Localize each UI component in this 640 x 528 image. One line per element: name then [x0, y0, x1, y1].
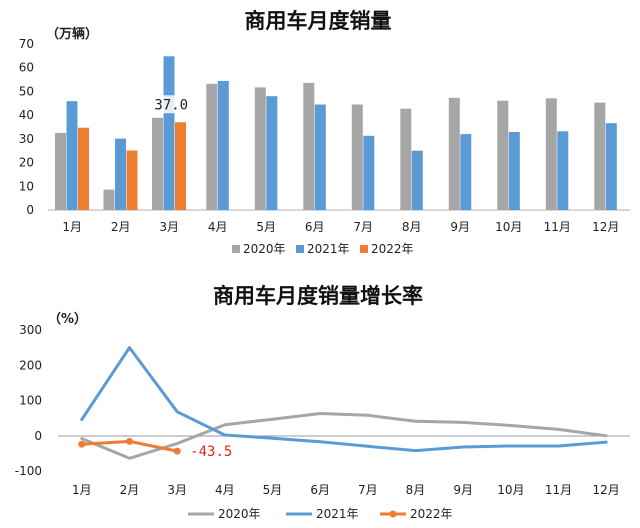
bar-2021-6: [314, 104, 326, 210]
bar-2021-3: [163, 56, 175, 210]
bar-2021-10: [508, 132, 520, 210]
bar-y-tick: 30: [19, 132, 34, 146]
bar-x-tick: 5月: [256, 220, 276, 234]
line-x-tick: 7月: [358, 483, 378, 497]
line-y-tick: -100: [15, 464, 42, 478]
bar-2022-1: [78, 127, 89, 210]
line-chart-ylabel: （%）: [48, 311, 87, 327]
bar-chart: 商用车月度销量 （万辆） 0 10 20 30 40 50 60 70 1月 2月 3月 4月 5月 6…: [19, 9, 630, 256]
bar-2020-2: [103, 189, 115, 210]
line-point-2022-2: [126, 437, 133, 445]
line-series-2021: [80, 346, 608, 453]
line-x-tick: 8月: [406, 483, 426, 497]
bar-x-tick: 12月: [592, 220, 619, 234]
bar-2022-2: [126, 150, 138, 210]
bar-2021-1: [66, 101, 78, 210]
bar-legend-label: 2022年: [371, 242, 414, 256]
bar-2021-7: [363, 135, 375, 210]
line-marks: [78, 346, 608, 460]
bar-2021-5: [266, 96, 278, 210]
line-chart-title: 商用车月度销量增长率: [213, 284, 423, 308]
bar-legend-label: 2020年: [243, 242, 286, 256]
line-x-tick: 4月: [215, 483, 235, 497]
bar-y-tick: 40: [19, 108, 34, 122]
line-x-tick: 10月: [497, 483, 524, 497]
line-legend: 2020年 2021年 2022年: [188, 507, 453, 521]
line-point-2022-3: [173, 447, 181, 455]
bar-2021-9: [460, 134, 472, 210]
bar-data-label: 37.0: [154, 97, 188, 113]
bar-2020-11: [545, 98, 557, 210]
bar-y-tick: 60: [19, 61, 34, 75]
bar-x-tick: 6月: [305, 220, 325, 234]
bar-x-tick: 7月: [353, 220, 373, 234]
line-data-labels: -43.5: [190, 444, 232, 460]
bar-legend: 2020年 2021年 2022年: [232, 242, 414, 256]
bar-2021-12: [605, 123, 617, 210]
bar-2020-6: [303, 82, 315, 210]
line-x-tick: 5月: [263, 483, 283, 497]
line-legend-label: 2021年: [316, 507, 359, 521]
line-legend-marker-2022: [389, 510, 397, 518]
bar-y-tick: 10: [19, 179, 34, 193]
bar-2022-3: [175, 122, 186, 210]
bar-y-tick: 20: [19, 156, 34, 170]
line-x-tick: 2月: [120, 483, 140, 497]
line-x-ticks: 1月 2月 3月 4月 5月 6月 7月 8月 9月 10月 11月 12月: [72, 483, 620, 497]
bar-y-tick: 0: [26, 203, 34, 217]
bar-legend-swatch-2021: [296, 245, 304, 253]
bar-2020-3: [152, 117, 163, 210]
line-legend-label: 2022年: [410, 507, 453, 521]
bar-2021-2: [115, 138, 126, 210]
line-x-tick: 1月: [72, 483, 92, 497]
line-y-tick: 0: [34, 429, 42, 443]
bar-y-tick: 50: [19, 84, 34, 98]
bar-x-tick: 4月: [208, 220, 228, 234]
line-chart: 商用车月度销量增长率 （%） -100 0 100 200 300 1月 2月 3月 4月 5月…: [15, 284, 630, 521]
line-y-tick: 200: [19, 358, 42, 372]
bar-2020-8: [400, 108, 412, 210]
line-x-tick: 6月: [310, 483, 330, 497]
bar-chart-ylabel: （万辆）: [46, 26, 98, 42]
bar-2020-1: [55, 132, 66, 210]
bar-legend-swatch-2022: [360, 245, 368, 253]
bar-legend-swatch-2020: [232, 245, 240, 253]
line-y-ticks: -100 0 100 200 300: [15, 323, 42, 478]
bar-chart-title: 商用车月度销量: [245, 9, 392, 33]
line-legend-label: 2020年: [218, 507, 261, 521]
bar-y-ticks: 0 10 20 30 40 50 60 70: [19, 37, 34, 217]
bar-2021-8: [411, 150, 423, 210]
bar-x-tick: 1月: [62, 220, 82, 234]
line-data-label: -43.5: [190, 444, 232, 460]
bar-2021-4: [217, 81, 229, 210]
bar-x-tick: 8月: [402, 220, 422, 234]
bar-2020-12: [594, 102, 606, 210]
bar-2020-4: [206, 83, 218, 210]
bar-2021-11: [557, 131, 569, 210]
bar-2020-10: [497, 100, 509, 210]
bar-2020-9: [448, 97, 460, 210]
line-x-tick: 11月: [545, 483, 572, 497]
bar-x-tick: 11月: [544, 220, 571, 234]
bar-data-label-bg: [149, 95, 190, 114]
bar-marks: [55, 56, 617, 210]
bar-x-tick: 2月: [111, 220, 131, 234]
bar-x-tick: 3月: [159, 220, 179, 234]
bar-x-tick: 10月: [495, 220, 522, 234]
line-point-2022-1: [78, 440, 86, 448]
bar-x-ticks: 1月 2月 3月 4月 5月 6月 7月 8月 9月 10月 11月 12月: [62, 220, 619, 234]
bar-x-tick: 9月: [450, 220, 470, 234]
line-y-tick: 100: [19, 394, 42, 408]
bar-data-labels: 37.0: [149, 95, 190, 114]
bar-legend-label: 2021年: [307, 242, 350, 256]
line-y-tick: 300: [19, 323, 42, 337]
bar-2020-7: [351, 104, 363, 210]
bar-2020-5: [254, 87, 266, 210]
line-x-tick: 3月: [167, 483, 187, 497]
bar-y-tick: 70: [19, 37, 34, 51]
line-x-tick: 12月: [593, 483, 620, 497]
line-x-tick: 9月: [453, 483, 473, 497]
line-series-2020: [80, 412, 608, 460]
